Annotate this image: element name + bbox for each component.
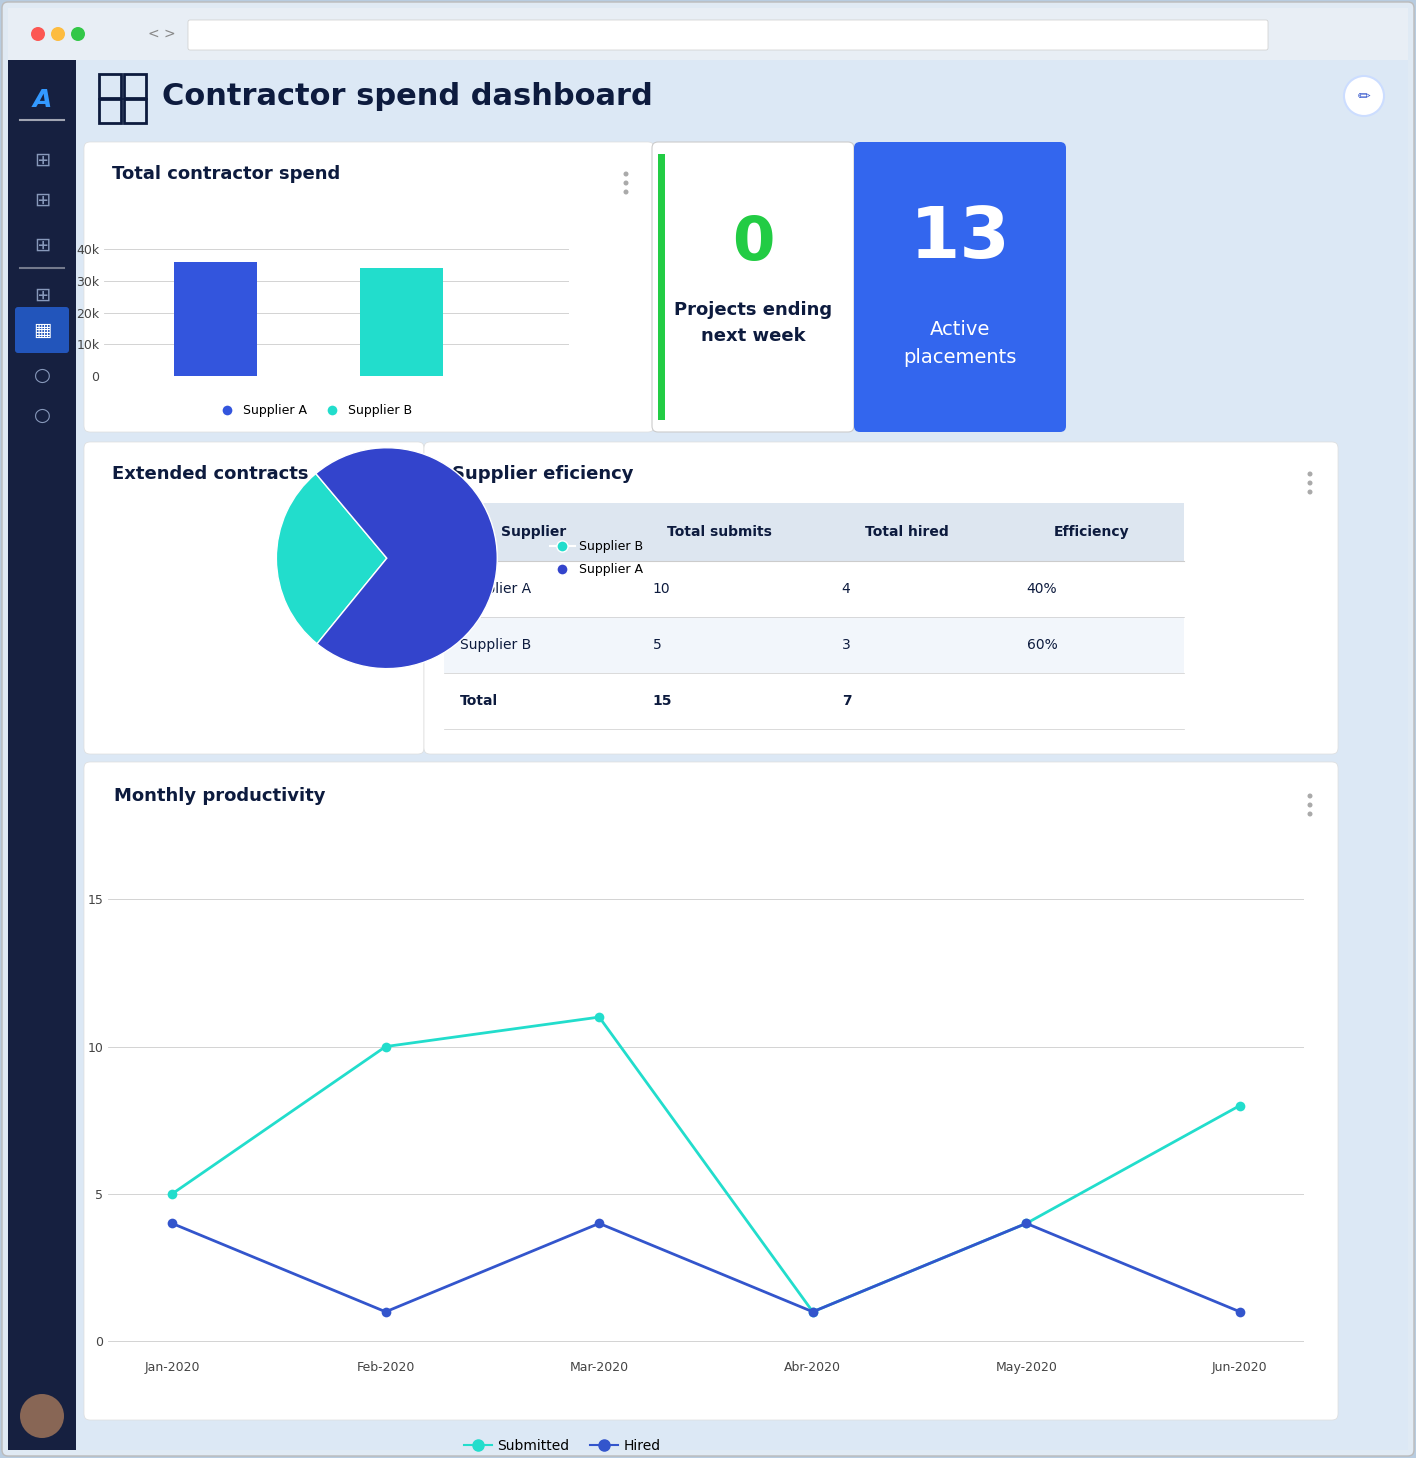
Text: ○: ○ (34, 405, 51, 424)
Circle shape (1307, 471, 1313, 477)
FancyBboxPatch shape (854, 141, 1066, 432)
Text: 13: 13 (909, 204, 1011, 273)
Text: 7: 7 (841, 694, 851, 709)
Text: ⊞: ⊞ (34, 191, 50, 210)
Bar (8, 7, 1408, 60)
Circle shape (1307, 490, 1313, 494)
Circle shape (394, 481, 398, 486)
Text: ○: ○ (34, 366, 51, 385)
Text: 15: 15 (653, 694, 673, 709)
Circle shape (623, 172, 629, 176)
Text: 4: 4 (841, 582, 851, 596)
Circle shape (20, 1394, 64, 1438)
FancyBboxPatch shape (84, 763, 1338, 1420)
FancyBboxPatch shape (423, 442, 1338, 754)
Text: A: A (33, 87, 52, 112)
Wedge shape (276, 474, 387, 644)
Text: < >: < > (149, 28, 176, 41)
Circle shape (1344, 76, 1383, 117)
Bar (360, 268, 443, 376)
FancyBboxPatch shape (84, 141, 654, 432)
Wedge shape (316, 448, 497, 669)
FancyBboxPatch shape (651, 141, 854, 432)
Text: 10: 10 (653, 582, 670, 596)
Circle shape (623, 181, 629, 185)
Text: Active
placements: Active placements (903, 319, 1017, 366)
Text: Efficiency: Efficiency (1054, 525, 1130, 539)
FancyBboxPatch shape (84, 442, 423, 754)
Text: Total hired: Total hired (865, 525, 949, 539)
Bar (174, 262, 258, 376)
Bar (445, 503, 1184, 561)
Bar (445, 674, 1184, 729)
FancyBboxPatch shape (16, 308, 69, 353)
Circle shape (394, 490, 398, 494)
Text: Total: Total (460, 694, 498, 709)
Text: Supplier eficiency: Supplier eficiency (452, 465, 633, 483)
Text: Monthly productivity: Monthly productivity (115, 787, 326, 805)
Bar (76, 60, 1408, 133)
Circle shape (71, 28, 85, 41)
Circle shape (1307, 802, 1313, 808)
Text: Supplier B: Supplier B (460, 639, 531, 652)
Text: ⊞: ⊞ (34, 286, 50, 305)
Text: ⊞: ⊞ (34, 236, 50, 255)
Text: Total contractor spend: Total contractor spend (112, 165, 340, 184)
Text: 0: 0 (732, 213, 775, 273)
Circle shape (394, 471, 398, 477)
Circle shape (623, 190, 629, 194)
Legend: Supplier A, Supplier B: Supplier A, Supplier B (210, 399, 418, 423)
Text: Supplier A: Supplier A (460, 582, 531, 596)
Text: Projects ending
next week: Projects ending next week (674, 300, 833, 346)
Text: 60%: 60% (1027, 639, 1058, 652)
Text: Extended contracts: Extended contracts (112, 465, 309, 483)
Text: Total submits: Total submits (667, 525, 772, 539)
Circle shape (1307, 793, 1313, 799)
Legend: Submitted, Hired: Submitted, Hired (459, 1433, 667, 1458)
Circle shape (31, 28, 45, 41)
Text: ✏: ✏ (1358, 89, 1371, 104)
FancyBboxPatch shape (188, 20, 1267, 50)
Bar (658, 155, 666, 420)
Text: 5: 5 (653, 639, 661, 652)
Text: 3: 3 (841, 639, 851, 652)
Circle shape (1307, 812, 1313, 816)
Text: 40%: 40% (1027, 582, 1058, 596)
Text: Supplier: Supplier (501, 525, 566, 539)
Text: Contractor spend dashboard: Contractor spend dashboard (161, 82, 653, 111)
Bar (8, 60, 76, 1451)
Legend: Supplier B, Supplier A: Supplier B, Supplier A (545, 535, 647, 582)
Text: ▦: ▦ (33, 321, 51, 340)
Bar (445, 561, 1184, 617)
Bar (445, 617, 1184, 674)
Text: ⊞: ⊞ (34, 150, 50, 169)
Circle shape (1307, 481, 1313, 486)
Circle shape (51, 28, 65, 41)
